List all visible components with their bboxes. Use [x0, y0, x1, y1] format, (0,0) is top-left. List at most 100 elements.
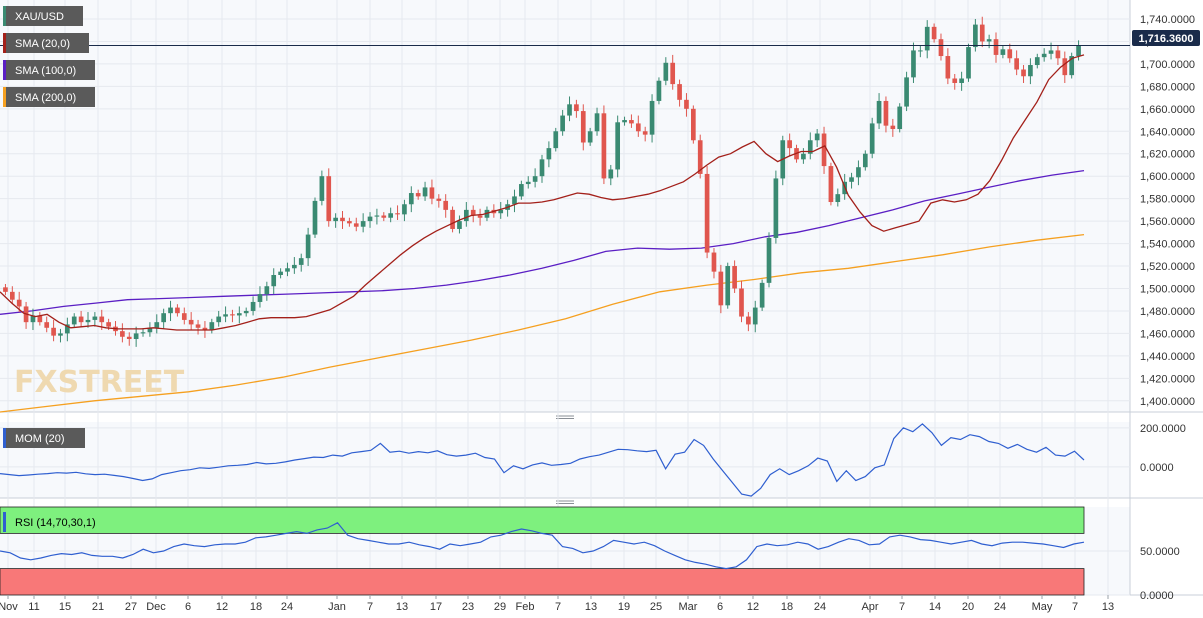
candle-body [931, 26, 937, 40]
candle-body [973, 24, 978, 48]
candle-body [869, 123, 875, 154]
candle-body [298, 258, 304, 265]
legend-mom-label: MOM (20) [15, 433, 65, 445]
sma200-line [0, 233, 1085, 413]
grid-lines [0, 0, 1130, 596]
legend-sma20[interactable]: SMA (20,0) [3, 33, 89, 53]
resize-handle-rsi[interactable] [556, 500, 574, 504]
x-tick-label: 13 [1102, 601, 1114, 613]
y-tick-label: 0.0000 [1140, 462, 1174, 474]
candle-body [684, 99, 689, 109]
x-tick-label: 27 [125, 601, 137, 613]
candle-body [243, 310, 249, 314]
candle-body [285, 268, 290, 272]
x-tick-label: 19 [618, 601, 630, 613]
y-tick-label: 1,480.0000 [1140, 306, 1195, 318]
mom-line [0, 423, 1085, 497]
candle-body [402, 204, 407, 215]
x-tick-label: 17 [430, 601, 442, 613]
candle-body [168, 307, 173, 314]
candle-body [477, 215, 483, 218]
sma100-line [0, 169, 1085, 315]
y-tick-label: 1,600.0000 [1140, 171, 1195, 183]
candle-body [209, 322, 215, 331]
rsi-zones [0, 506, 1085, 596]
candle-body [305, 234, 311, 259]
resize-handle-mom[interactable] [556, 415, 574, 419]
candle-body [30, 315, 36, 323]
y-tick-label: 1,440.0000 [1140, 351, 1195, 363]
candle-body [126, 336, 132, 340]
candle-body [890, 125, 896, 130]
legend-rsi[interactable]: RSI (14,70,30,1) [3, 512, 115, 532]
candle-body [1000, 49, 1006, 55]
legend-xauusd[interactable]: XAU/USD [3, 6, 83, 26]
sma20-line [0, 54, 1085, 331]
candle-body [271, 275, 277, 287]
legend-sma200-label: SMA (200,0) [15, 92, 76, 104]
rsi-series [0, 522, 1085, 570]
candle-body [360, 221, 366, 227]
candle-body [814, 133, 820, 141]
candle-body [759, 282, 765, 308]
y-tick-label: 1,660.0000 [1140, 104, 1195, 116]
candle-body [966, 47, 971, 79]
sma200-series [0, 233, 1085, 413]
x-tick-label: 21 [92, 601, 104, 613]
candle-body [326, 176, 332, 222]
x-axis-ticks: Nov 11 15 21 27 Dec 6 12 18 24 Jan 7 13 17 23 29 Feb 7 13 1… [0, 595, 1114, 613]
sma100-series [0, 169, 1085, 315]
candle-body [897, 106, 903, 130]
y-tick-label: 1,680.0000 [1140, 81, 1195, 93]
x-tick-label: 24 [994, 601, 1006, 613]
candle-body [106, 322, 111, 327]
candle-body [1048, 50, 1054, 54]
candle-body [821, 133, 827, 167]
x-tick-label: 15 [59, 601, 71, 613]
candle-body [1021, 69, 1026, 77]
candle-body [181, 313, 187, 320]
candle-body [553, 131, 559, 149]
candle-body [92, 316, 98, 320]
candle-body [319, 176, 325, 201]
candle-body [629, 120, 634, 124]
fxstreet-watermark: FXSTREET [14, 365, 185, 400]
price-badge: 1,716.3600 [1132, 30, 1200, 46]
candle-body [828, 166, 834, 203]
y-tick-label: 1,460.0000 [1140, 328, 1195, 340]
candle-body [690, 108, 696, 141]
legend-sma200[interactable]: SMA (200,0) [3, 87, 95, 107]
x-tick-label: May [1032, 601, 1053, 613]
sma20-series [0, 54, 1085, 331]
x-tick-label: 14 [929, 601, 941, 613]
rsi-overbought-zone [0, 506, 1085, 534]
candle-body [1076, 45, 1081, 57]
x-tick-label: Feb [516, 601, 535, 613]
candle-body [642, 131, 648, 135]
candle-body [587, 131, 593, 143]
candle-body [161, 313, 166, 323]
mom-plot-area[interactable] [0, 422, 1130, 498]
legend-sma100[interactable]: SMA (100,0) [3, 60, 95, 80]
candle-body [250, 301, 256, 311]
candle-body [677, 84, 682, 100]
candle-body [65, 324, 70, 334]
x-tick-label: 6 [185, 601, 191, 613]
candle-body [1014, 58, 1019, 70]
candle-body [457, 221, 462, 229]
y-axis-rsi-ticks: 50.0000 0.0000 [1140, 546, 1180, 602]
main-plot-area[interactable] [0, 0, 1130, 412]
y-tick-label: 1,560.0000 [1140, 216, 1195, 228]
candle-body [746, 316, 751, 325]
candle-body [381, 215, 387, 218]
candle-body [532, 176, 538, 182]
price-badge-text: 1,716.3600 [1138, 33, 1193, 45]
y-tick-label: 0.0000 [1140, 590, 1174, 602]
x-tick-label: 18 [250, 601, 262, 613]
candle-body [525, 181, 531, 185]
candle-body [546, 148, 552, 160]
x-tick-label: 24 [281, 601, 293, 613]
x-tick-label: 6 [717, 601, 723, 613]
legend-mom[interactable]: MOM (20) [3, 428, 85, 448]
x-tick-label: 24 [814, 601, 826, 613]
